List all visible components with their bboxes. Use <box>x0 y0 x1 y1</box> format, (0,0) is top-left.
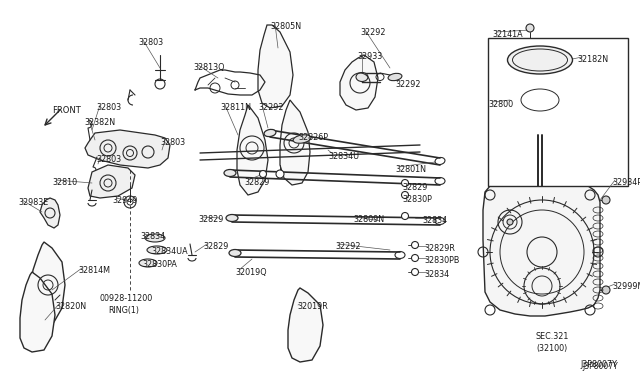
Circle shape <box>401 212 408 219</box>
Text: 32830PA: 32830PA <box>142 260 177 269</box>
Polygon shape <box>483 180 600 316</box>
Text: 32834: 32834 <box>424 270 449 279</box>
Text: 32829R: 32829R <box>424 244 455 253</box>
Polygon shape <box>520 117 560 135</box>
Ellipse shape <box>264 129 276 137</box>
Text: 32933: 32933 <box>357 52 382 61</box>
Text: 32810: 32810 <box>52 178 77 187</box>
Text: 32814M: 32814M <box>78 266 110 275</box>
Ellipse shape <box>226 215 238 221</box>
Ellipse shape <box>293 135 311 143</box>
Text: 32182N: 32182N <box>577 55 608 64</box>
Text: FRONT: FRONT <box>52 106 81 115</box>
Polygon shape <box>40 198 60 228</box>
Bar <box>488 38 628 186</box>
Text: 32019R: 32019R <box>297 302 328 311</box>
Polygon shape <box>88 165 135 198</box>
Polygon shape <box>510 77 568 123</box>
Text: 32292: 32292 <box>360 28 385 37</box>
Text: 32820N: 32820N <box>55 302 86 311</box>
Text: 32292: 32292 <box>395 80 420 89</box>
Ellipse shape <box>147 246 167 254</box>
Ellipse shape <box>229 250 241 257</box>
Circle shape <box>276 170 284 178</box>
Text: 32019Q: 32019Q <box>235 268 267 277</box>
Circle shape <box>602 196 610 204</box>
Text: 32803: 32803 <box>96 103 121 112</box>
Text: 32834: 32834 <box>140 232 165 241</box>
Text: 32829: 32829 <box>198 215 223 224</box>
Ellipse shape <box>139 259 157 267</box>
Circle shape <box>412 241 419 248</box>
Circle shape <box>259 170 266 177</box>
Circle shape <box>526 24 534 32</box>
Polygon shape <box>85 130 170 168</box>
Text: (32100): (32100) <box>536 344 567 353</box>
Text: 32803: 32803 <box>96 155 121 164</box>
Polygon shape <box>340 55 378 110</box>
Circle shape <box>401 192 408 199</box>
Text: 32811N: 32811N <box>220 103 251 112</box>
Text: RING(1): RING(1) <box>108 306 139 315</box>
Text: 32834U: 32834U <box>328 152 359 161</box>
Text: 32292: 32292 <box>335 242 360 251</box>
Circle shape <box>412 254 419 262</box>
Circle shape <box>401 180 408 186</box>
Text: J3P8007Y: J3P8007Y <box>580 360 617 369</box>
Circle shape <box>412 269 419 276</box>
Text: 32809N: 32809N <box>353 215 384 224</box>
Text: 32801N: 32801N <box>395 165 426 174</box>
Text: 32934P: 32934P <box>612 178 640 187</box>
Text: 32829: 32829 <box>203 242 228 251</box>
Polygon shape <box>237 105 268 195</box>
Text: 00928-11200: 00928-11200 <box>100 294 153 303</box>
Polygon shape <box>288 288 323 362</box>
Text: 32983E: 32983E <box>18 198 48 207</box>
Text: 32292: 32292 <box>258 103 284 112</box>
Ellipse shape <box>224 170 236 176</box>
Circle shape <box>507 219 513 225</box>
Text: 32999M: 32999M <box>612 282 640 291</box>
Text: 32805N: 32805N <box>270 22 301 31</box>
Polygon shape <box>280 100 310 185</box>
Text: 32829: 32829 <box>244 178 269 187</box>
Text: 32803: 32803 <box>160 138 185 147</box>
Text: 32800: 32800 <box>488 100 513 109</box>
Text: 32813Q: 32813Q <box>193 63 225 72</box>
Ellipse shape <box>508 46 573 74</box>
Ellipse shape <box>388 73 402 81</box>
Text: 32803: 32803 <box>138 38 163 47</box>
Text: 32826P: 32826P <box>298 133 328 142</box>
Polygon shape <box>20 272 55 352</box>
Text: 32141A: 32141A <box>492 30 523 39</box>
Circle shape <box>602 286 610 294</box>
Text: 32830P: 32830P <box>402 195 432 204</box>
Text: J3P8007Y: J3P8007Y <box>582 362 618 371</box>
Text: 32829: 32829 <box>402 183 428 192</box>
Text: 32949: 32949 <box>112 196 138 205</box>
Text: 32830PB: 32830PB <box>424 256 460 265</box>
Polygon shape <box>258 25 293 108</box>
Ellipse shape <box>356 73 368 81</box>
Text: 32382N: 32382N <box>84 118 115 127</box>
Text: SEC.321: SEC.321 <box>536 332 570 341</box>
Polygon shape <box>30 242 65 325</box>
Text: 32834: 32834 <box>422 216 447 225</box>
Ellipse shape <box>145 234 165 242</box>
Text: 32834UA: 32834UA <box>151 247 188 256</box>
